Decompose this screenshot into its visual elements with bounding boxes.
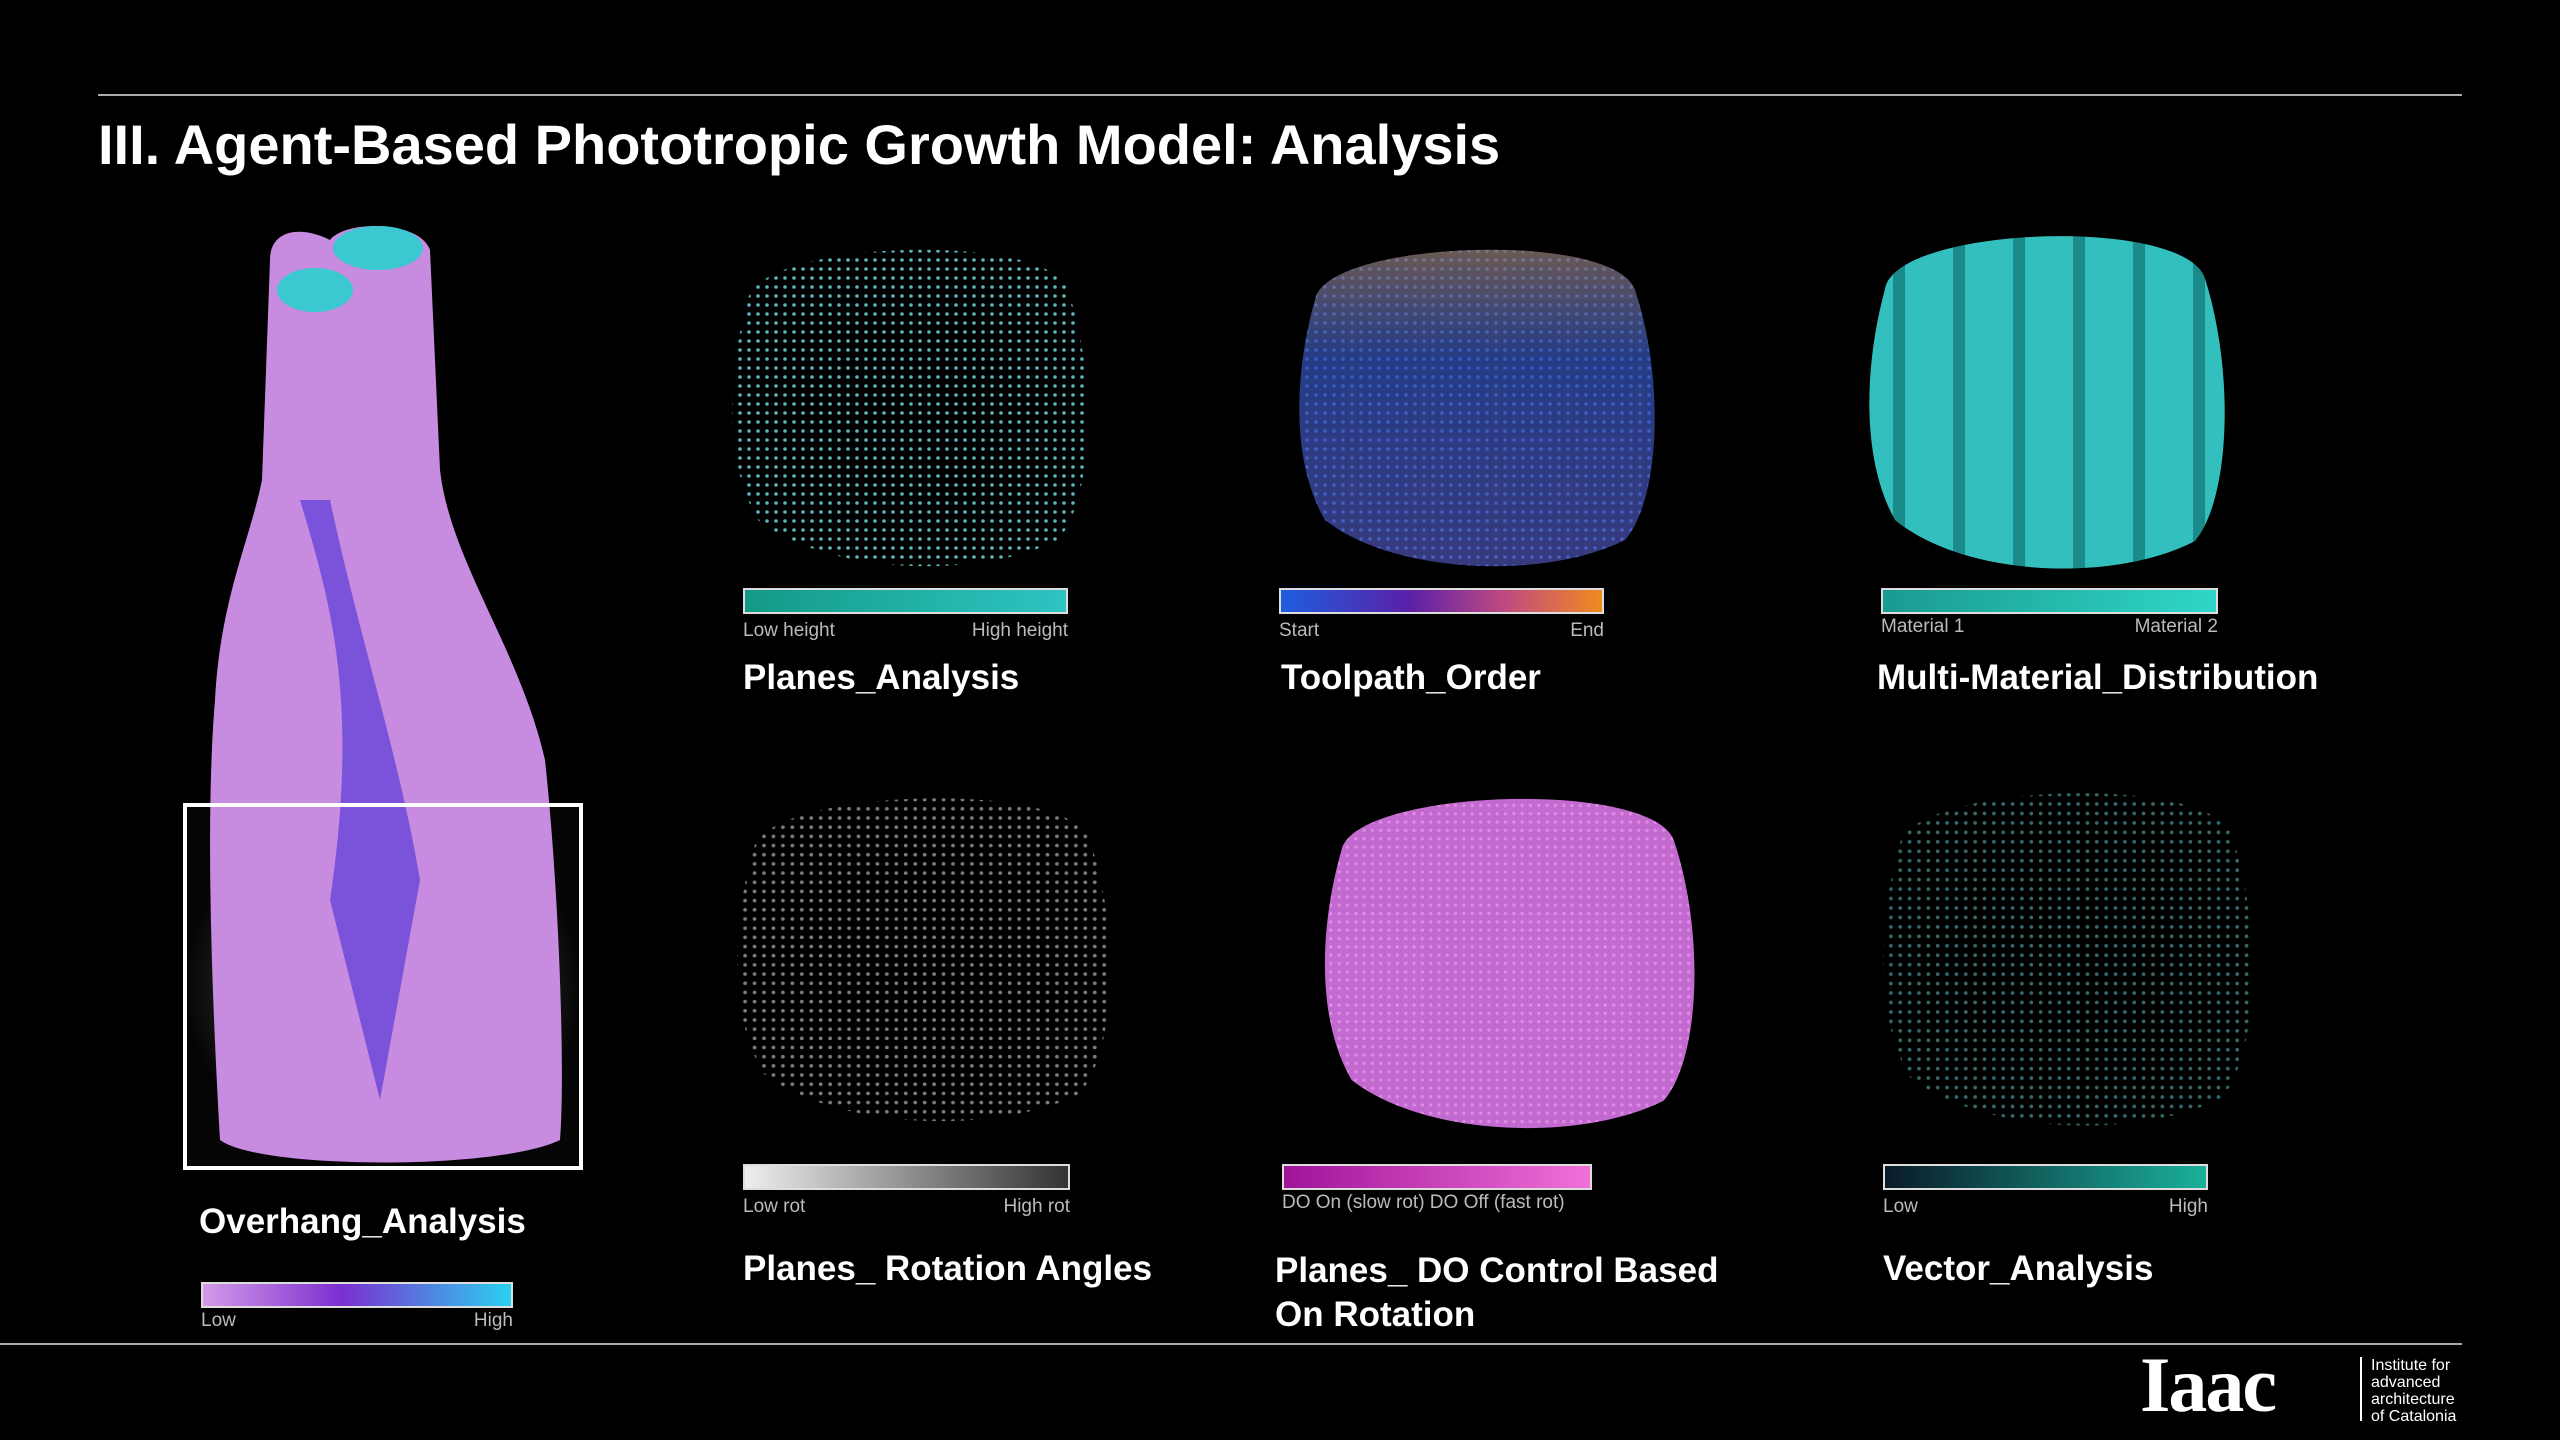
caption: Vector_Analysis: [1883, 1249, 2154, 1288]
legend-low: Material 1: [1881, 616, 1965, 637]
highlight-box: [183, 803, 583, 1170]
legend-high: High: [2168, 1196, 2208, 1217]
do-model: [1324, 798, 1695, 1129]
logo-divider: [2360, 1357, 2362, 1421]
legend-bar: [1279, 588, 1604, 614]
overhang-model: [210, 226, 562, 1163]
logo-text: architecture: [2371, 1391, 2455, 1408]
caption: Overhang_Analysis: [199, 1202, 526, 1241]
legend-low: Start: [1279, 620, 1320, 641]
planes-model: [732, 249, 1088, 567]
legend-bar: [1883, 1164, 2208, 1190]
legend-low: Low: [1883, 1196, 1918, 1217]
legend-label: DO On (slow rot) DO Off (fast rot): [1282, 1192, 1565, 1213]
legend-bar: [743, 588, 1068, 614]
legend-low: Low rot: [743, 1196, 806, 1217]
logo-text: Institute for: [2371, 1357, 2451, 1374]
logo-text: of Catalonia: [2371, 1408, 2457, 1425]
caption: Planes_Analysis: [743, 658, 1020, 697]
overhang-cap: [333, 226, 423, 270]
caption: Multi-Material_Distribution: [1877, 658, 2319, 697]
legend-high: End: [1570, 620, 1604, 641]
overhang-shade: [300, 500, 420, 1100]
legend-bar: [1282, 1164, 1592, 1190]
vector-model: [1882, 793, 2253, 1126]
legend-high: Material 2: [2134, 616, 2218, 637]
legend-low: Low height: [743, 620, 835, 641]
legend-high: High height: [971, 620, 1068, 641]
logo-text: advanced: [2371, 1374, 2441, 1391]
legend-high: High: [473, 1310, 513, 1331]
toolpath-shade: [1299, 249, 1655, 567]
logo-mark: Iaac: [2140, 1341, 2277, 1428]
caption: Planes_ Rotation Angles: [743, 1249, 1153, 1288]
caption: Toolpath_Order: [1281, 658, 1541, 697]
legend-bar: [743, 1164, 1070, 1190]
material-model: [1869, 236, 2225, 569]
legend-high: High rot: [1003, 1196, 1070, 1217]
legend-low: Low: [201, 1310, 236, 1331]
rotation-model: [737, 798, 1111, 1122]
slide-title: III. Agent-Based Phototropic Growth Mode…: [98, 113, 1501, 176]
legend-bar: [1881, 588, 2218, 614]
legend-bar: [201, 1282, 513, 1308]
caption: Planes_ DO Control Based On Rotation: [1275, 1251, 1719, 1334]
overhang-cap: [277, 268, 353, 312]
